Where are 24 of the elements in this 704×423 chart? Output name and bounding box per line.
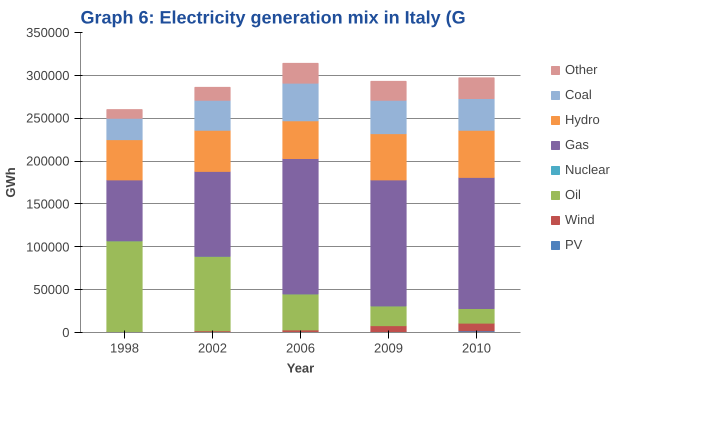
legend-label: Nuclear — [565, 162, 610, 177]
x-tick-label: 2006 — [286, 340, 315, 356]
x-tick-label: 2009 — [374, 340, 403, 356]
chart-title: Graph 6: Electricity generation mix in Italy (G — [80, 8, 466, 28]
y-tick-label: 250000 — [26, 110, 70, 126]
legend-label: Other — [565, 62, 598, 77]
x-tick-label: 1998 — [110, 340, 139, 356]
y-axis-title: GWh — [3, 167, 18, 198]
y-tick-label: 350000 — [26, 25, 70, 40]
legend-label: Hydro — [565, 112, 600, 127]
legend-label: Wind — [565, 212, 595, 227]
legend-label: PV — [565, 237, 584, 252]
legend-label: Oil — [565, 187, 582, 202]
y-tick-label: 150000 — [26, 196, 70, 212]
y-tick-label: 50000 — [33, 282, 70, 298]
y-tick-label: 200000 — [26, 154, 70, 169]
x-tick-label: 2002 — [198, 340, 227, 356]
legend-label: Gas — [565, 137, 589, 152]
y-tick-label: 300000 — [26, 68, 70, 83]
x-axis-title: Year — [286, 360, 314, 376]
y-tick-label: 100000 — [26, 239, 70, 254]
legend-label: Coal — [565, 87, 592, 102]
y-tick-label: 0 — [62, 325, 70, 340]
x-tick-label: 2010 — [462, 340, 491, 356]
